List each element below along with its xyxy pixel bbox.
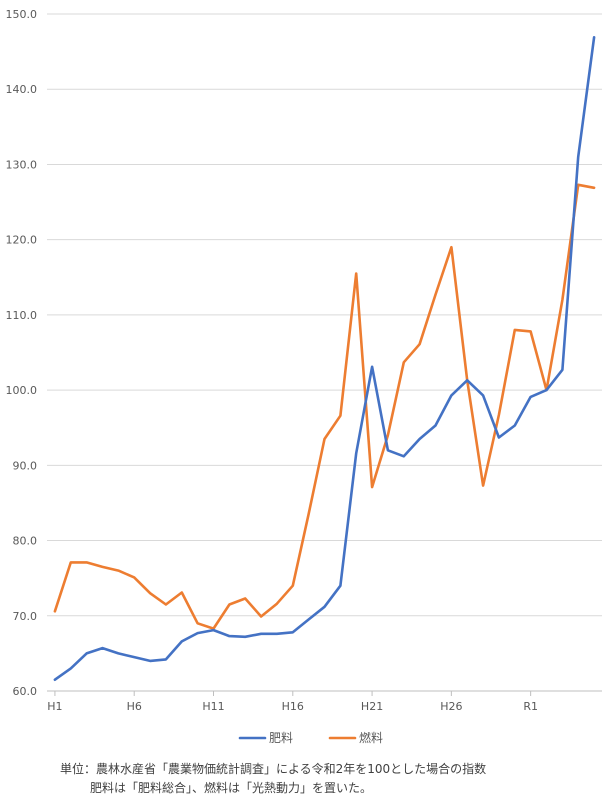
y-axis-ticks: 60.0 70.0 80.0 90.0 100.0 110.0 120.0 130.0 140.…: [6, 8, 38, 698]
y-tick-label: 70.0: [13, 610, 38, 623]
series-line-fertilizer: [53, 35, 596, 682]
series-line-fuel: [53, 183, 596, 630]
x-axis-ticks: H1 H6 H11 H16 H21 H26 R1: [47, 691, 538, 713]
y-tick-label: 130.0: [6, 158, 38, 171]
line-chart: 60.0 70.0 80.0 90.0 100.0 110.0 120.0 130.0 140.…: [6, 8, 602, 745]
series-lines: [53, 35, 596, 682]
y-tick-label: 120.0: [6, 234, 38, 247]
y-tick-label: 150.0: [6, 8, 38, 21]
x-tick-label: H6: [127, 700, 142, 713]
y-tick-label: 80.0: [13, 535, 38, 548]
x-tick-label: R1: [523, 700, 538, 713]
x-tick-label: H11: [202, 700, 224, 713]
legend-label: 肥料: [269, 731, 293, 745]
y-tick-label: 110.0: [6, 309, 38, 322]
gridlines: [47, 13, 602, 692]
footnote: 単位：農林水産省「農業物価統計調査」による令和2年を100とした場合の指数 肥料…: [60, 760, 486, 798]
x-tick-label: H1: [47, 700, 62, 713]
y-tick-label: 60.0: [13, 685, 38, 698]
y-tick-label: 100.0: [6, 384, 38, 397]
y-tick-label: 90.0: [13, 459, 38, 472]
y-tick-label: 140.0: [6, 83, 38, 96]
legend: 肥料 燃料: [238, 730, 383, 745]
x-tick-label: H26: [440, 700, 462, 713]
footnote-line-1: 単位：農林水産省「農業物価統計調査」による令和2年を100とした場合の指数: [60, 762, 487, 776]
x-tick-label: H21: [361, 700, 383, 713]
legend-label: 燃料: [359, 730, 383, 745]
footnote-line-2: 肥料は「肥料総合」、燃料は「光熱動力」を置いた。: [90, 781, 373, 795]
x-tick-label: H16: [282, 700, 304, 713]
